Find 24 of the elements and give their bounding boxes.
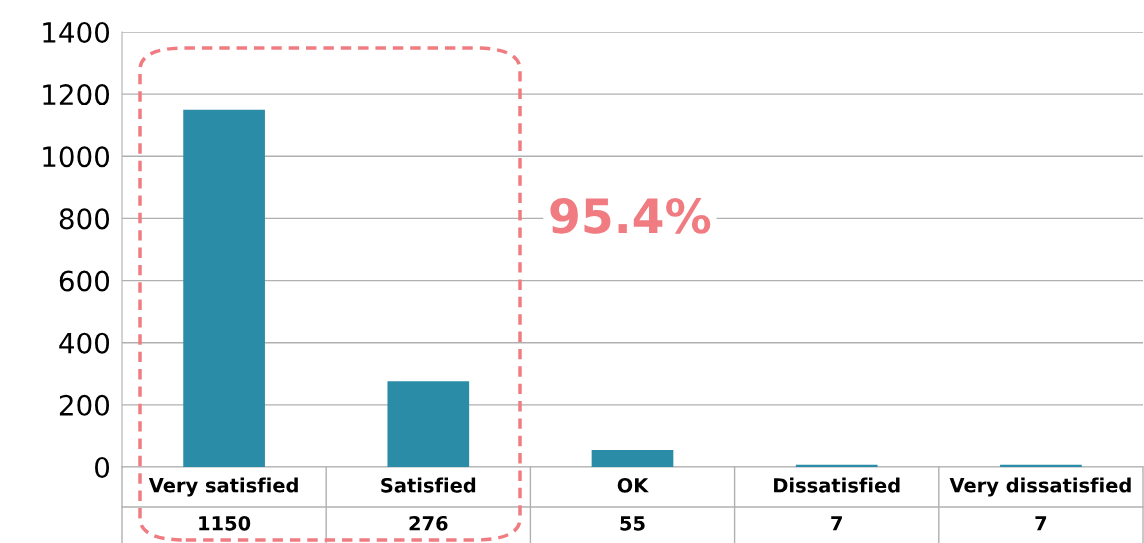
x-tick-label: OK: [617, 477, 649, 493]
annotation: 95.4%: [550, 197, 711, 234]
data-label: 7: [831, 516, 842, 531]
data-label: 7: [1035, 516, 1047, 531]
data-label: 276: [409, 515, 448, 531]
bar: [1000, 464, 1082, 467]
y-tick-label: 400: [59, 332, 110, 354]
data-label: 1150: [199, 515, 251, 531]
bar: [183, 109, 265, 467]
bar: [795, 464, 878, 467]
y-tick-label: 200: [59, 394, 110, 416]
y-tick-label: 1000: [43, 146, 110, 168]
bar: [387, 381, 470, 467]
x-tick-label: Very satisfied: [148, 477, 298, 497]
y-tick-label: 1400: [43, 21, 110, 43]
y-tick-label: 600: [59, 270, 110, 292]
x-tick-label: Satisfied: [381, 477, 476, 493]
y-tick-label: 0: [95, 456, 110, 478]
bar: [591, 449, 674, 467]
data-label: 55: [620, 516, 645, 531]
y-tick-label: 1200: [43, 84, 110, 106]
x-tick-label: Very dissatisfied: [949, 477, 1131, 497]
y-tick-label: 800: [59, 208, 110, 230]
x-tick-label: Dissatisfied: [774, 477, 900, 493]
